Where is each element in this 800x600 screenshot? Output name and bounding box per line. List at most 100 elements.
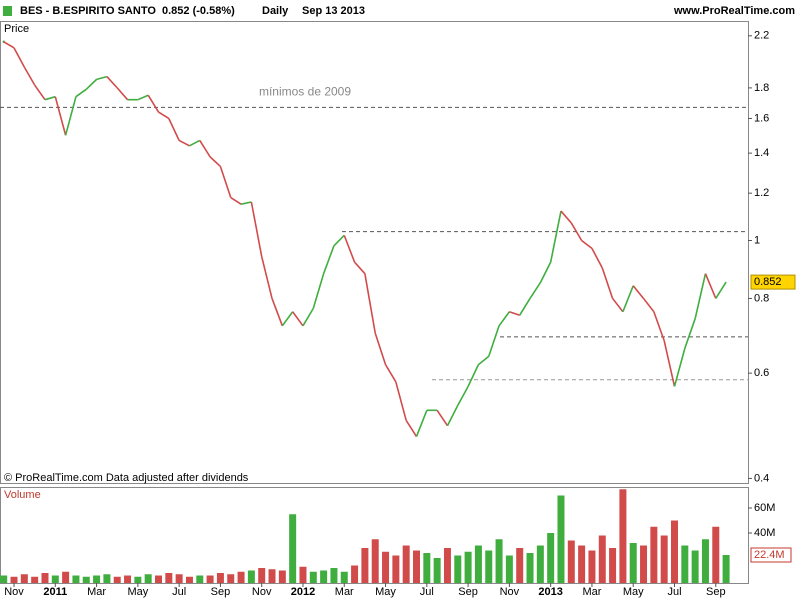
volume-bar bbox=[392, 555, 400, 583]
volume-bar bbox=[103, 574, 111, 583]
price-segment bbox=[292, 311, 304, 327]
price-segment bbox=[374, 332, 387, 365]
volume-bar bbox=[309, 571, 317, 583]
x-tick-label: Sep bbox=[211, 586, 231, 598]
price-segment bbox=[312, 273, 325, 309]
price-segment bbox=[281, 311, 294, 327]
price-segment bbox=[199, 140, 211, 158]
volume-bar bbox=[547, 533, 555, 583]
volume-bar bbox=[113, 576, 121, 583]
volume-bar bbox=[175, 574, 183, 583]
volume-bar bbox=[155, 575, 162, 583]
price-segment bbox=[415, 410, 428, 437]
y-tick-label: 40M bbox=[754, 527, 775, 539]
y-tick-label: 1.8 bbox=[754, 82, 769, 94]
y-tick-label: 1 bbox=[754, 234, 760, 246]
volume-bar bbox=[31, 576, 39, 583]
x-tick-label: Mar bbox=[582, 586, 601, 598]
price-segment bbox=[64, 96, 77, 136]
price-segment bbox=[116, 87, 129, 101]
price-segment bbox=[178, 139, 190, 147]
price-segment bbox=[106, 76, 118, 89]
volume-bar bbox=[443, 548, 451, 583]
x-tick-label: May bbox=[375, 586, 396, 598]
price-segment bbox=[529, 282, 542, 299]
volume-bar bbox=[722, 555, 730, 583]
price-segment bbox=[498, 311, 511, 327]
y-tick-label: 0.4 bbox=[754, 472, 769, 484]
price-segment bbox=[581, 239, 593, 250]
y-tick-label: 0.6 bbox=[754, 367, 769, 379]
volume-bar bbox=[165, 573, 173, 583]
y-tick-label: 0.8 bbox=[754, 292, 769, 304]
x-tick-label: May bbox=[127, 586, 148, 598]
volume-bar bbox=[629, 543, 637, 583]
last-price-box bbox=[750, 274, 796, 290]
volume-bar bbox=[62, 571, 70, 583]
y-tick-label: 60M bbox=[754, 502, 775, 514]
volume-bar bbox=[278, 570, 286, 583]
volume-bar bbox=[237, 571, 245, 583]
price-segment bbox=[539, 261, 552, 284]
volume-bar bbox=[650, 526, 658, 583]
price-segment bbox=[653, 311, 665, 341]
price-segment bbox=[75, 88, 87, 98]
volume-bar bbox=[640, 545, 648, 583]
price-segment bbox=[684, 318, 696, 349]
y-tick-label: 2.2 bbox=[754, 30, 769, 42]
volume-bar bbox=[588, 550, 596, 583]
price-segment bbox=[446, 404, 459, 427]
volume-bar bbox=[216, 573, 224, 583]
x-tick-label: Nov bbox=[252, 586, 272, 598]
price-segment bbox=[549, 210, 562, 263]
price-segment bbox=[591, 248, 603, 269]
volume-bar bbox=[671, 520, 678, 583]
volume-bar bbox=[247, 570, 255, 583]
volume-bar bbox=[516, 548, 524, 583]
price-segment bbox=[44, 95, 56, 101]
x-tick-label: Nov bbox=[4, 586, 24, 598]
volume-bar bbox=[0, 575, 8, 583]
price-segment bbox=[158, 111, 170, 120]
price-segment bbox=[333, 234, 345, 247]
volume-bar bbox=[433, 558, 441, 583]
x-tick-label: Sep bbox=[706, 586, 726, 598]
volume-bar bbox=[464, 551, 472, 583]
volume-panel bbox=[0, 487, 749, 584]
volume-bar bbox=[330, 568, 338, 583]
price-segment bbox=[704, 273, 717, 299]
volume-bar bbox=[691, 550, 699, 583]
x-tick-label: Sep bbox=[458, 586, 478, 598]
x-tick-label: 2012 bbox=[291, 586, 315, 598]
price-segment bbox=[570, 222, 583, 241]
volume-bar bbox=[495, 539, 503, 583]
footnote: © ProRealTime.com Data adjusted after di… bbox=[4, 472, 249, 484]
x-tick-label: Jul bbox=[420, 586, 434, 598]
volume-bar bbox=[134, 576, 142, 583]
volume-title: Volume bbox=[4, 489, 41, 501]
price-segment bbox=[189, 139, 201, 147]
volume-bar bbox=[701, 539, 709, 583]
volume-bar bbox=[660, 535, 668, 583]
volume-bar bbox=[93, 575, 101, 583]
price-segment bbox=[322, 245, 335, 274]
symbol: BES - B.ESPIRITO SANTO bbox=[20, 5, 156, 17]
price-segment bbox=[219, 166, 232, 198]
volume-bar bbox=[320, 570, 328, 583]
volume-bar bbox=[402, 545, 410, 583]
volume-bar bbox=[268, 569, 276, 583]
volume-bar bbox=[382, 551, 390, 583]
volume-bar bbox=[609, 548, 617, 583]
price-title: Price bbox=[4, 23, 29, 35]
volume-bar bbox=[144, 574, 152, 583]
price-segment bbox=[715, 281, 727, 299]
price-segment bbox=[395, 381, 407, 421]
volume-bar bbox=[423, 553, 431, 583]
volume-bar bbox=[289, 514, 297, 583]
x-tick-label: Mar bbox=[335, 586, 354, 598]
x-tick-label: Mar bbox=[87, 586, 106, 598]
price-segment bbox=[477, 355, 490, 366]
price-panel bbox=[0, 21, 749, 484]
